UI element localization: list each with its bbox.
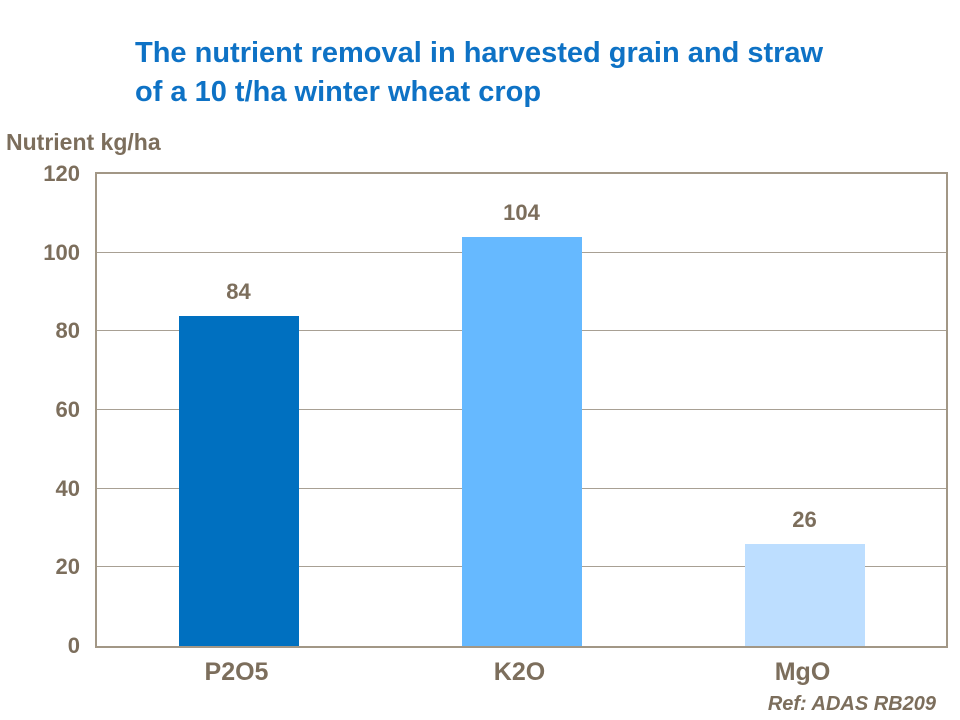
bar-value-label-K2O: 104 [503, 199, 540, 225]
y-tick-label-0: 0 [67, 633, 80, 658]
bar-K2O [461, 236, 582, 646]
x-axis-category-labels: P2O5 K2O MgO [95, 658, 948, 690]
y-tick-label-120: 120 [43, 161, 80, 186]
y-tick-label-80: 80 [55, 318, 80, 344]
bar-P2O5 [178, 315, 299, 646]
reference-note: Ref: ADAS RB209 [767, 693, 936, 715]
chart-title: The nutrient removal in harvested grain … [135, 34, 925, 111]
y-axis-tick-labels: 0 20 40 60 80 100 120 [0, 161, 80, 658]
y-tick-label-60: 60 [55, 397, 80, 422]
chart-title-line1: The nutrient removal in harvested grain … [135, 37, 824, 69]
y-axis-unit-label: Nutrient kg/ha [6, 129, 161, 155]
y-tick-label-100: 100 [43, 239, 80, 265]
x-label-MgO: MgO [774, 658, 831, 686]
y-tick-label-40: 40 [55, 475, 80, 501]
y-tick-label-20: 20 [55, 554, 80, 580]
bar-MgO [744, 543, 865, 646]
bar-value-label-MgO: 26 [792, 506, 817, 532]
plot-area: 84 104 26 [95, 172, 948, 648]
x-label-K2O: K2O [493, 658, 546, 686]
bar-value-label-P2O5: 84 [226, 278, 251, 304]
chart-title-line2: of a 10 t/ha winter wheat crop [135, 75, 542, 108]
x-label-P2O5: P2O5 [204, 658, 269, 686]
